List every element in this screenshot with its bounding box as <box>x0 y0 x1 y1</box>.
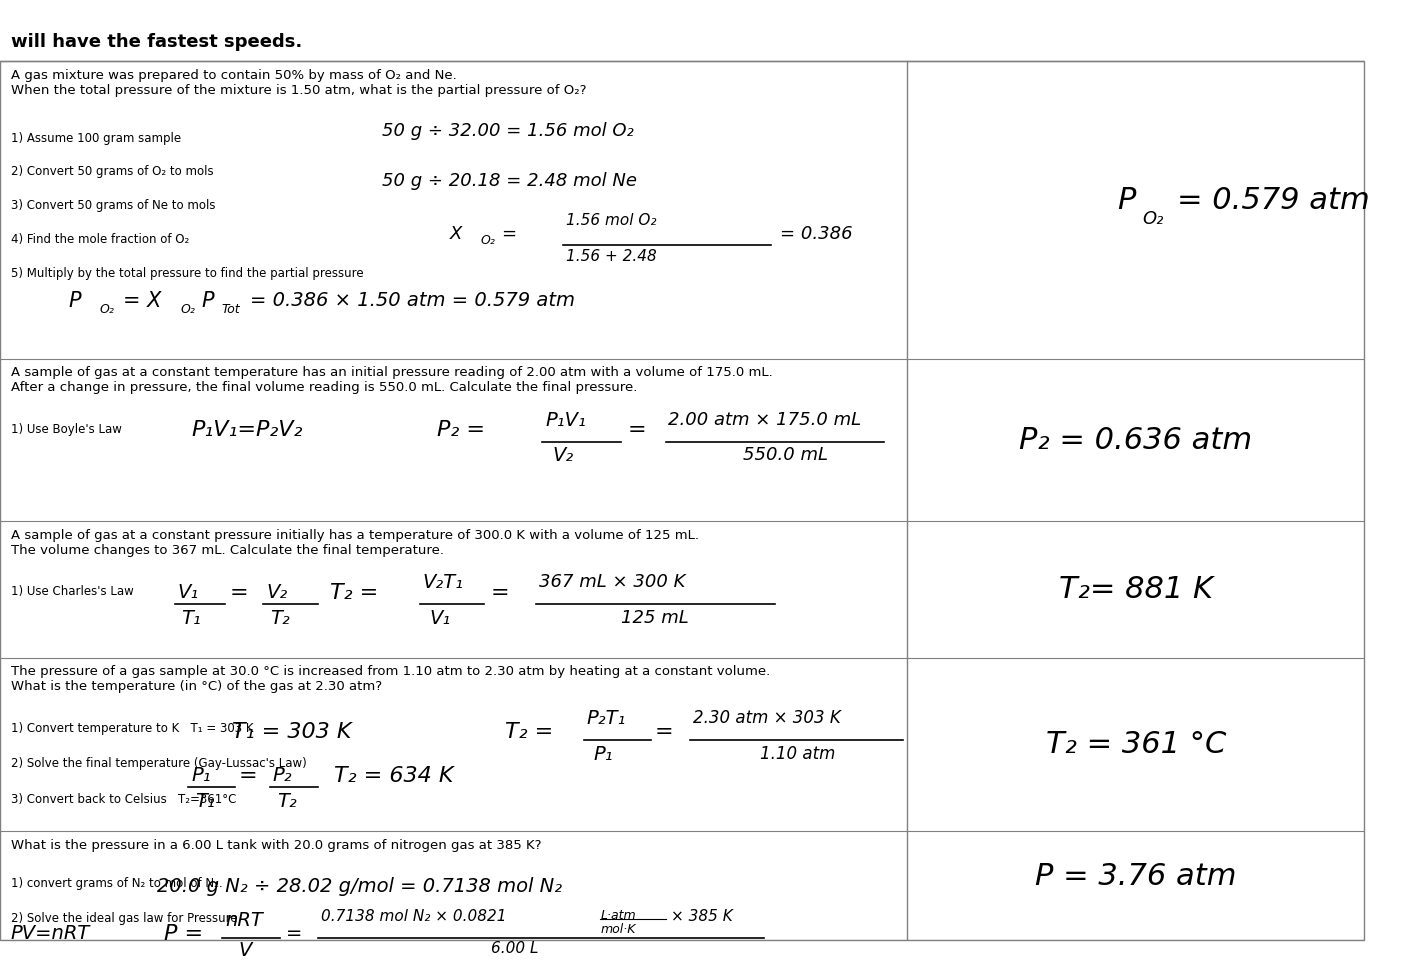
Text: L·atm: L·atm <box>601 908 636 922</box>
Text: × 385 K: × 385 K <box>671 908 733 924</box>
Text: 1.10 atm: 1.10 atm <box>760 745 836 763</box>
Text: 5) Multiply by the total pressure to find the partial pressure: 5) Multiply by the total pressure to fin… <box>11 267 363 279</box>
Text: A sample of gas at a constant temperature has an initial pressure reading of 2.0: A sample of gas at a constant temperatur… <box>11 367 772 395</box>
Text: The pressure of a gas sample at 30.0 °C is increased from 1.10 atm to 2.30 atm b: The pressure of a gas sample at 30.0 °C … <box>11 665 770 693</box>
Text: =: = <box>229 583 248 603</box>
Text: 2) Solve the ideal gas law for Pressure: 2) Solve the ideal gas law for Pressure <box>11 912 238 925</box>
Text: P₂T₁: P₂T₁ <box>587 709 626 729</box>
Text: 50 g ÷ 32.00 = 1.56 mol O₂: 50 g ÷ 32.00 = 1.56 mol O₂ <box>381 122 633 140</box>
Text: T₂ = 634 K: T₂ = 634 K <box>335 766 453 785</box>
Text: will have the fastest speeds.: will have the fastest speeds. <box>11 33 303 51</box>
Text: T₂= 881 K: T₂= 881 K <box>1058 575 1213 604</box>
Text: T₂ =: T₂ = <box>331 583 386 603</box>
Text: 1) Assume 100 gram sample: 1) Assume 100 gram sample <box>11 132 182 145</box>
Text: P₂ =: P₂ = <box>436 420 491 440</box>
Text: T₂: T₂ <box>277 792 297 811</box>
Text: P =: P = <box>163 924 210 944</box>
Text: = X: = X <box>122 291 162 311</box>
Text: 6.00 L: 6.00 L <box>491 942 539 956</box>
Text: 550.0 mL: 550.0 mL <box>743 446 829 465</box>
Text: P₂: P₂ <box>273 766 293 784</box>
Text: Tot: Tot <box>221 303 239 317</box>
Text: 2) Solve the final temperature (Gay-Lussac's Law): 2) Solve the final temperature (Gay-Luss… <box>11 757 307 770</box>
Text: P₂ = 0.636 atm: P₂ = 0.636 atm <box>1019 425 1252 455</box>
Text: = 0.579 atm: = 0.579 atm <box>1176 186 1369 215</box>
Text: X: X <box>450 226 463 244</box>
Text: =: = <box>491 583 516 603</box>
Text: = 0.386 × 1.50 atm = 0.579 atm: = 0.386 × 1.50 atm = 0.579 atm <box>249 291 574 310</box>
Text: O₂: O₂ <box>480 234 495 247</box>
Text: =: = <box>654 722 681 741</box>
Text: O₂: O₂ <box>180 303 196 317</box>
Text: 3) Convert back to Celsius   T₂=361°C: 3) Convert back to Celsius T₂=361°C <box>11 793 236 806</box>
Text: P₁: P₁ <box>594 745 613 764</box>
Text: P = 3.76 atm: P = 3.76 atm <box>1036 862 1237 891</box>
Text: O₂: O₂ <box>1142 210 1164 228</box>
Text: 2) Convert 50 grams of O₂ to mols: 2) Convert 50 grams of O₂ to mols <box>11 165 214 179</box>
Text: P: P <box>68 291 80 311</box>
Text: mol·K: mol·K <box>601 923 636 936</box>
Text: 1.56 + 2.48: 1.56 + 2.48 <box>566 249 657 264</box>
Text: 2.30 atm × 303 K: 2.30 atm × 303 K <box>694 709 841 728</box>
Text: O₂: O₂ <box>100 303 114 317</box>
Text: 1.56 mol O₂: 1.56 mol O₂ <box>566 213 657 228</box>
Text: T₁: T₁ <box>182 609 201 628</box>
Text: 20.0 g N₂ ÷ 28.02 g/mol = 0.7138 mol N₂: 20.0 g N₂ ÷ 28.02 g/mol = 0.7138 mol N₂ <box>158 876 561 896</box>
Text: P₁V₁=P₂V₂: P₁V₁=P₂V₂ <box>191 420 303 440</box>
Text: V₂T₁: V₂T₁ <box>424 573 464 592</box>
Text: V₂: V₂ <box>553 446 574 466</box>
Text: P: P <box>201 291 214 311</box>
Text: V₂: V₂ <box>266 583 287 602</box>
Text: 4) Find the mole fraction of O₂: 4) Find the mole fraction of O₂ <box>11 233 189 246</box>
Text: V: V <box>239 942 252 960</box>
Text: 367 mL × 300 K: 367 mL × 300 K <box>539 573 685 591</box>
Text: =: = <box>239 766 257 785</box>
Text: =: = <box>287 924 310 943</box>
Text: =: = <box>628 420 653 440</box>
Text: T₂: T₂ <box>270 609 290 628</box>
Text: What is the pressure in a 6.00 L tank with 20.0 grams of nitrogen gas at 385 K?: What is the pressure in a 6.00 L tank wi… <box>11 839 542 852</box>
Text: T₁: T₁ <box>196 792 215 811</box>
Text: 3) Convert 50 grams of Ne to mols: 3) Convert 50 grams of Ne to mols <box>11 199 215 212</box>
Text: = 0.386: = 0.386 <box>781 226 853 244</box>
Text: 1) Convert temperature to K   T₁ = 303 K: 1) Convert temperature to K T₁ = 303 K <box>11 722 253 734</box>
Text: 125 mL: 125 mL <box>620 609 688 627</box>
Text: 0.7138 mol N₂ × 0.0821: 0.7138 mol N₂ × 0.0821 <box>321 908 507 924</box>
Text: 1) Use Boyle's Law: 1) Use Boyle's Law <box>11 422 122 436</box>
Text: 50 g ÷ 20.18 = 2.48 mol Ne: 50 g ÷ 20.18 = 2.48 mol Ne <box>381 172 637 190</box>
Text: T₁ = 303 K: T₁ = 303 K <box>232 722 352 741</box>
Text: nRT: nRT <box>225 911 263 930</box>
Text: A sample of gas at a constant pressure initially has a temperature of 300.0 K wi: A sample of gas at a constant pressure i… <box>11 529 699 557</box>
Text: P: P <box>1117 186 1135 215</box>
Text: 1) Use Charles's Law: 1) Use Charles's Law <box>11 586 134 598</box>
Text: T₂ =: T₂ = <box>505 722 560 741</box>
Text: 2.00 atm × 175.0 mL: 2.00 atm × 175.0 mL <box>668 411 861 428</box>
Text: PV=nRT: PV=nRT <box>11 924 90 943</box>
Text: =: = <box>502 226 523 244</box>
Text: T₂ = 361 °C: T₂ = 361 °C <box>1045 730 1225 759</box>
Text: P₁V₁: P₁V₁ <box>546 411 587 429</box>
Text: V₁: V₁ <box>429 609 452 628</box>
Text: V₁: V₁ <box>177 583 198 602</box>
Text: 1) convert grams of N₂ to mol of N₂.: 1) convert grams of N₂ to mol of N₂. <box>11 876 222 890</box>
Text: P₁: P₁ <box>191 766 211 784</box>
Text: A gas mixture was prepared to contain 50% by mass of O₂ and Ne.
When the total p: A gas mixture was prepared to contain 50… <box>11 68 587 97</box>
